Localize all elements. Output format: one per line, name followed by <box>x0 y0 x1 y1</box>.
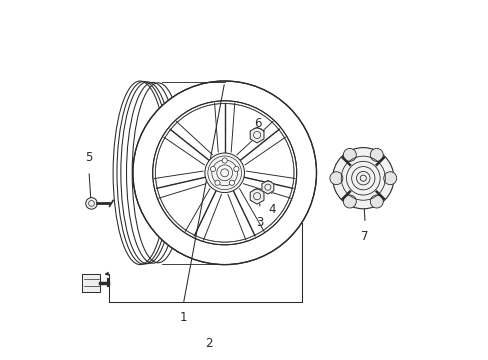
Text: 3: 3 <box>256 216 264 229</box>
Polygon shape <box>82 274 101 292</box>
Polygon shape <box>262 180 273 194</box>
Circle shape <box>214 180 220 185</box>
Circle shape <box>210 166 215 172</box>
Text: 1: 1 <box>179 311 187 324</box>
Polygon shape <box>250 188 264 204</box>
Circle shape <box>343 195 356 208</box>
Circle shape <box>133 81 316 265</box>
Circle shape <box>85 198 97 209</box>
Text: 7: 7 <box>361 230 368 243</box>
Text: 6: 6 <box>254 117 261 130</box>
Circle shape <box>332 148 393 209</box>
Circle shape <box>369 195 383 208</box>
Circle shape <box>329 172 342 185</box>
Circle shape <box>383 172 396 185</box>
Text: 2: 2 <box>204 337 212 350</box>
Polygon shape <box>250 127 264 143</box>
Circle shape <box>233 166 239 172</box>
Circle shape <box>222 158 227 163</box>
Circle shape <box>343 148 356 161</box>
Circle shape <box>204 153 244 193</box>
Circle shape <box>369 148 383 161</box>
Circle shape <box>229 180 234 185</box>
Text: 4: 4 <box>268 203 276 216</box>
Text: 5: 5 <box>85 151 93 164</box>
